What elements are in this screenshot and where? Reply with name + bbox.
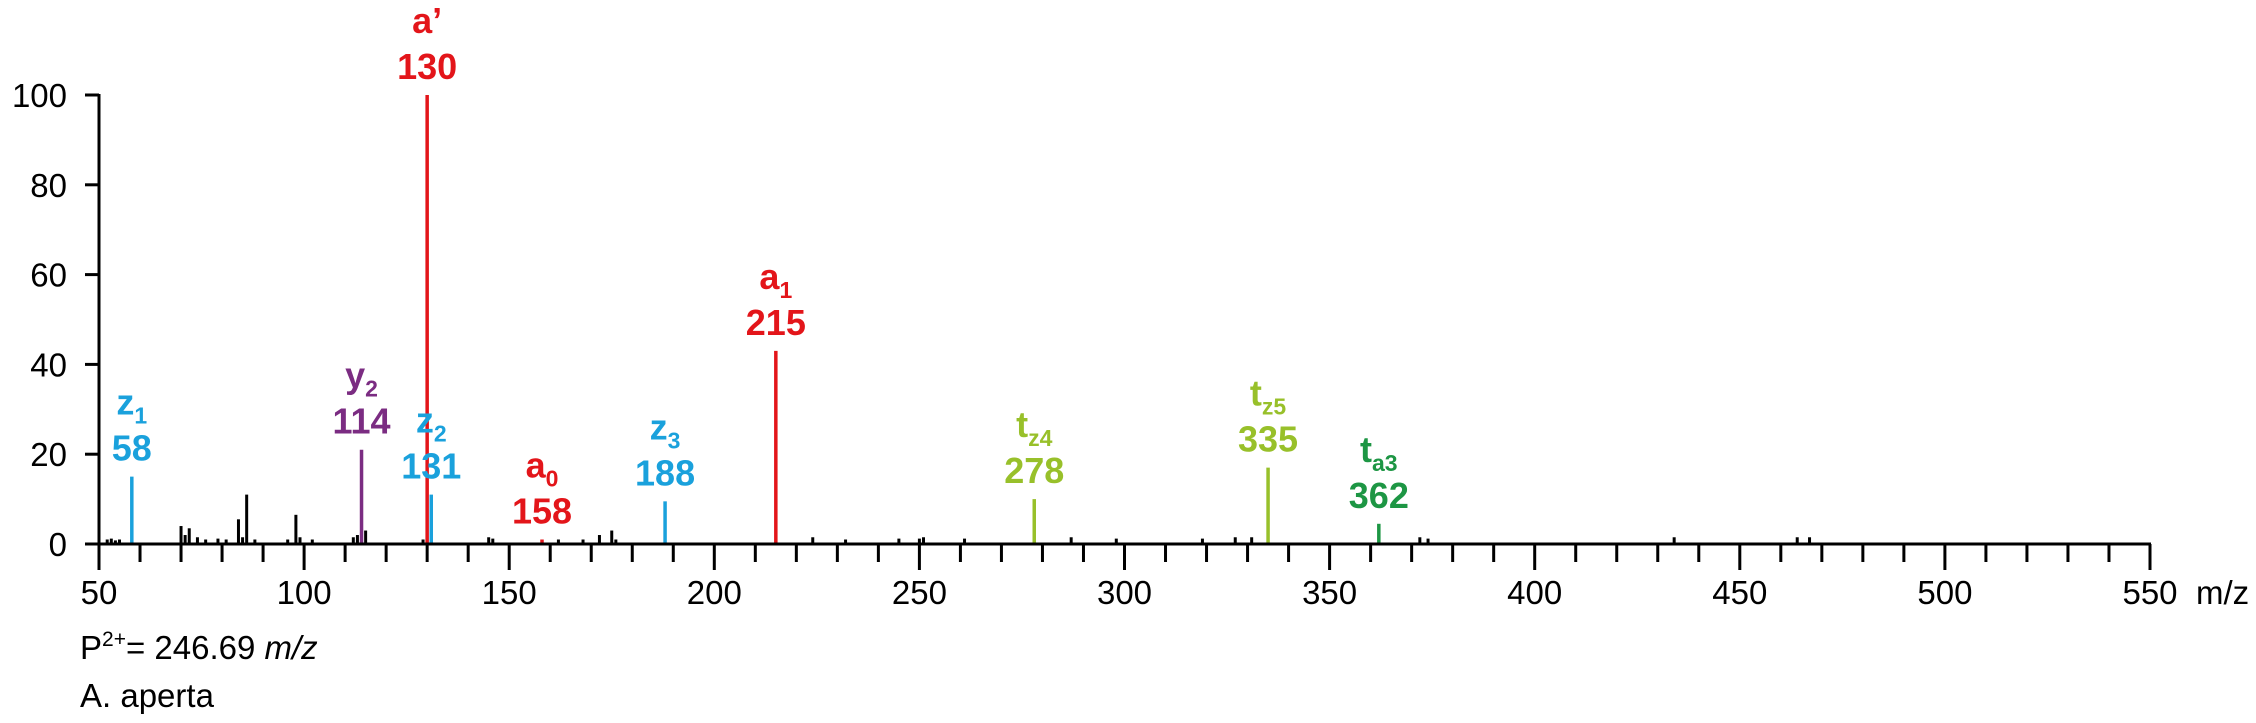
x-tick-label: 100 — [277, 574, 332, 611]
peak-ion-label: a0 — [526, 445, 559, 492]
y-tick-label: 0 — [49, 526, 67, 563]
peak-ion-label: z3 — [650, 406, 681, 453]
y-tick-label: 20 — [30, 436, 67, 473]
peak-ion-label: tz5 — [1250, 373, 1287, 420]
precursor-unit: m/z — [264, 629, 318, 666]
peak-ion-label: a’ — [412, 0, 442, 41]
y-tick-label: 80 — [30, 167, 67, 204]
peak-mz-label: 335 — [1238, 419, 1298, 460]
x-tick-label: 500 — [1917, 574, 1972, 611]
peak-mz-label: 114 — [332, 401, 390, 442]
precursor-charge: 2+ — [102, 628, 126, 651]
x-tick-label: 550 — [2122, 574, 2177, 611]
species-label: A. aperta — [80, 677, 214, 714]
y-tick-label: 60 — [30, 257, 67, 294]
peak-ion-label: ta3 — [1360, 429, 1398, 476]
peak-ion-label: a1 — [759, 256, 792, 303]
x-tick-label: 250 — [892, 574, 947, 611]
peak-label: a’ 130 — [397, 0, 457, 87]
peak-mz-label: 215 — [746, 302, 806, 343]
peak-mz-label: 158 — [512, 491, 572, 532]
peak-mz-label: 188 — [635, 452, 695, 493]
peak-ion-label: y2 — [345, 355, 378, 402]
x-axis-label: m/z — [2196, 574, 2249, 611]
peak-ion-label: z2 — [416, 400, 447, 447]
peak-mz-label: 130 — [397, 46, 457, 87]
peak-mz-label: 58 — [112, 428, 152, 469]
precursor-value: = 246.69 — [125, 629, 265, 666]
precursor-prefix: P — [80, 629, 103, 666]
peak-ion-label: tz4 — [1016, 404, 1053, 451]
x-tick-label: 350 — [1302, 574, 1357, 611]
x-tick-label: 200 — [687, 574, 742, 611]
y-tick-label: 100 — [12, 77, 67, 114]
peaks-layer — [105, 95, 1812, 544]
peak-mz-label: 131 — [401, 446, 461, 487]
x-tick-label: 400 — [1507, 574, 1562, 611]
x-tick-label: 300 — [1097, 574, 1152, 611]
peak-ion-label: z1 — [116, 382, 147, 429]
x-tick-label: 50 — [81, 574, 118, 611]
x-tick-label: 450 — [1712, 574, 1767, 611]
precursor-note: P2+= 246.69 m/z — [80, 628, 318, 667]
peak-mz-label: 278 — [1004, 450, 1064, 491]
peak-mz-label: 362 — [1349, 475, 1409, 516]
axes-layer: 0 20 40 60 80 100 50 100 150 200 250 300 350 400 450 50… — [12, 77, 2249, 611]
x-tick-label: 150 — [482, 574, 537, 611]
y-tick-label: 40 — [30, 346, 67, 383]
